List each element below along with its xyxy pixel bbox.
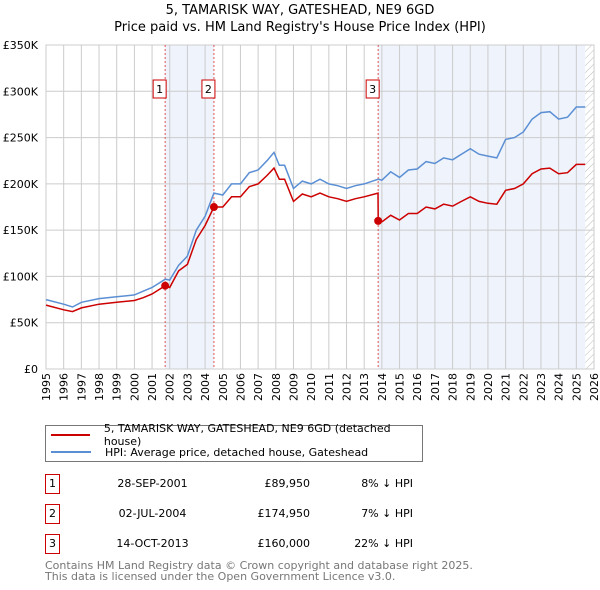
sale-marker-label: 2 [205, 83, 212, 96]
sale-date: 14-OCT-2013 [116, 537, 189, 550]
x-tick-label: 2001 [146, 373, 159, 401]
y-tick-label: £200K [3, 178, 39, 191]
sale-marker-box [365, 79, 380, 99]
y-tick-label: £150K [3, 224, 39, 237]
x-tick-label: 1996 [58, 373, 71, 401]
x-tick-label: 2004 [199, 373, 212, 401]
x-tick-label: 2024 [553, 373, 566, 401]
legend-item-property: 5, TAMARISK WAY, GATESHEAD, NE9 6GD (det… [51, 422, 422, 448]
x-tick-label: 1997 [75, 373, 88, 401]
shaded-region [165, 45, 214, 369]
x-tick-label: 2012 [341, 373, 354, 401]
sale-point [374, 216, 383, 225]
y-tick-label: £350K [3, 39, 39, 52]
x-tick-label: 2013 [358, 373, 371, 401]
y-tick-label: £250K [3, 132, 39, 145]
plot-border [45, 44, 595, 370]
legend-label: HPI: Average price, detached house, Gate… [105, 445, 369, 459]
x-tick-label: 2008 [270, 373, 283, 401]
x-tick-label: 2010 [305, 373, 318, 401]
shaded-region [378, 45, 586, 369]
legend-line-red [51, 434, 90, 436]
sale-price: £160,000 [257, 537, 311, 550]
x-tick-label: 2021 [500, 373, 513, 401]
footer-licence: This data is licensed under the Open Gov… [45, 570, 396, 583]
x-tick-label: 2002 [164, 373, 177, 401]
chart-title: 5, TAMARISK WAY, GATESHEAD, NE9 6GD [165, 3, 435, 18]
y-tick-label: £0 [24, 363, 38, 376]
x-tick-label: 2011 [323, 373, 336, 401]
sale-marker-badge: 3 [45, 534, 60, 554]
sale-hpi-diff: 8% ↓ HPI [361, 477, 413, 490]
sale-marker-badge: 1 [45, 474, 60, 494]
y-tick-label: £300K [3, 85, 39, 98]
sale-hpi-diff: 7% ↓ HPI [361, 507, 413, 520]
property-price-line [45, 163, 586, 313]
x-tick-label: 2015 [394, 373, 407, 401]
x-tick-label: 2026 [588, 373, 600, 401]
price-chart: 1995 1996 1997 1998 1999 2000 2001 2002 2003 2004… [3, 39, 600, 401]
legend-line-blue [51, 451, 91, 453]
y-tick-label: £100K [3, 270, 39, 283]
x-tick-label: 2025 [570, 373, 583, 401]
table-row: 1 28-SEP-2001 £89,950 8% ↓ HPI [45, 474, 413, 494]
sale-marker-label: 3 [369, 83, 376, 96]
x-tick-label: 2009 [287, 373, 300, 401]
x-tick-label: 2016 [411, 373, 424, 401]
forecast-hatch [585, 45, 594, 369]
x-tick-label: 2020 [482, 373, 495, 401]
legend: 5, TAMARISK WAY, GATESHEAD, NE9 6GD (det… [45, 422, 423, 462]
sale-marker-label: 1 [156, 83, 163, 96]
legend-item-hpi: HPI: Average price, detached house, Gate… [51, 444, 368, 460]
sale-point [209, 203, 218, 212]
legend-label: 5, TAMARISK WAY, GATESHEAD, NE9 6GD (det… [103, 422, 391, 448]
x-tick-label: 2023 [535, 373, 548, 401]
hpi-line [45, 106, 586, 308]
x-tick-label: 2006 [234, 373, 247, 401]
sale-hpi-diff: 22% ↓ HPI [354, 537, 413, 550]
sale-date: 02-JUL-2004 [118, 507, 187, 520]
sale-marker-box [152, 79, 167, 99]
x-tick-label: 2017 [429, 373, 442, 401]
table-row: 3 14-OCT-2013 £160,000 22% ↓ HPI [45, 534, 413, 554]
x-tick-label: 1999 [111, 373, 124, 401]
sale-marker-badge: 2 [45, 504, 60, 524]
x-tick-label: 2022 [517, 373, 530, 401]
x-tick-label: 1995 [40, 373, 53, 401]
table-row: 2 02-JUL-2004 £174,950 7% ↓ HPI [45, 504, 413, 524]
footer-copyright: Contains HM Land Registry data © Crown c… [45, 559, 473, 572]
chart-subtitle: Price paid vs. HM Land Registry's House … [114, 20, 486, 35]
sale-marker-box [201, 79, 216, 99]
x-tick-label: 2007 [252, 373, 265, 401]
sale-point [161, 281, 170, 290]
x-tick-label: 2000 [128, 373, 141, 401]
sale-date: 28-SEP-2001 [117, 477, 188, 490]
x-tick-label: 2014 [376, 373, 389, 401]
x-tick-label: 2018 [447, 373, 460, 401]
x-tick-label: 2019 [464, 373, 477, 401]
y-tick-label: £50K [10, 317, 39, 330]
x-tick-label: 2003 [181, 373, 194, 401]
x-tick-label: 1998 [93, 373, 106, 401]
sale-price: £89,950 [264, 477, 311, 490]
x-tick-label: 2005 [217, 373, 230, 401]
sale-price: £174,950 [257, 507, 311, 520]
